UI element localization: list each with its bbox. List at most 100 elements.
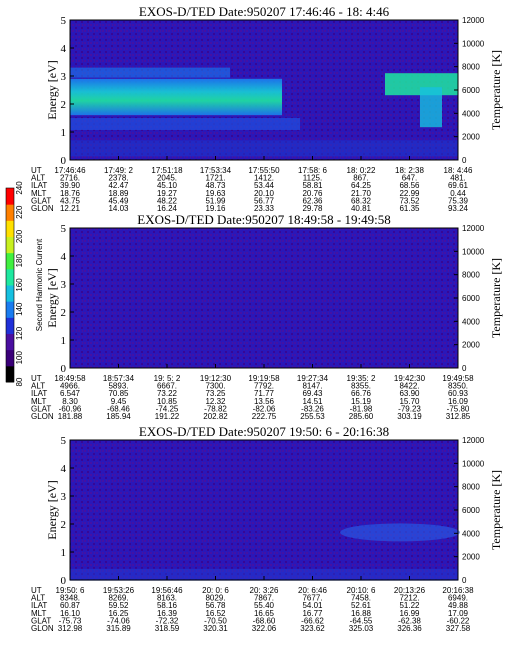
y2-tick-label: 0 — [462, 364, 467, 373]
energy-band-upper — [70, 67, 230, 78]
y-tick-label: 3 — [61, 279, 67, 291]
orbit-value: 75.39 — [448, 196, 469, 205]
orbit-value: 29.78 — [302, 204, 323, 213]
y-tick-label: 3 — [61, 71, 67, 83]
orbit-value: 326.36 — [397, 624, 422, 633]
orbit-row-label: ALT — [31, 174, 45, 183]
y2-tick-label: 6000 — [462, 506, 480, 515]
orbit-value: 222.75 — [252, 412, 277, 421]
orbit-value: 8350. — [448, 382, 468, 391]
orbit-value: 61.35 — [399, 204, 420, 213]
orbit-value: 19:49:58 — [442, 374, 474, 383]
orbit-value: 0.44 — [450, 189, 466, 198]
orbit-value: 10.85 — [157, 397, 178, 406]
orbit-value: 2378. — [108, 174, 128, 183]
orbit-value: 7212. — [399, 594, 419, 603]
orbit-value: 19.27 — [157, 189, 178, 198]
orbit-value: 43.75 — [60, 196, 81, 205]
orbit-row-label: UT — [31, 166, 42, 175]
orbit-value: 54.01 — [302, 601, 323, 610]
colorbar-segment — [6, 317, 14, 334]
orbit-value: 8355. — [351, 382, 371, 391]
orbit-value: 14.03 — [108, 204, 129, 213]
orbit-row-label: GLON — [31, 412, 54, 421]
orbit-value: 45.49 — [108, 196, 129, 205]
orbit-row-label: GLAT — [31, 196, 51, 205]
colorbar-tick-label: 220 — [15, 205, 24, 219]
colorbar-label: Second Harmonic Current — [35, 238, 44, 331]
orbit-value: 20:16:38 — [442, 586, 474, 595]
orbit-value: 18: 0:22 — [347, 166, 376, 175]
orbit-value: 2716. — [60, 174, 80, 183]
colorbar-segment — [6, 268, 14, 286]
y-tick-label: 4 — [61, 463, 67, 475]
orbit-value: 60.87 — [60, 601, 81, 610]
orbit-value: 15.19 — [351, 397, 372, 406]
orbit-value: 191.22 — [155, 412, 180, 421]
chart-panel-3: EXOS-D/TED Date:950207 19:50: 6 - 20:16:… — [31, 424, 503, 633]
orbit-value: 647. — [402, 174, 418, 183]
energy-band-early — [70, 78, 282, 116]
orbit-value: 1125. — [303, 174, 322, 183]
colorbar-tick-label: 180 — [15, 254, 24, 268]
orbit-value: 48.22 — [157, 196, 178, 205]
orbit-value: 19.63 — [205, 189, 226, 198]
orbit-value: 16.52 — [205, 609, 226, 618]
orbit-value: 52.61 — [351, 601, 372, 610]
y2-tick-label: 4000 — [462, 317, 480, 326]
spectrogram-background — [70, 228, 458, 368]
orbit-value: 68.32 — [351, 196, 372, 205]
orbit-row-label: ALT — [31, 594, 45, 603]
orbit-row-label: ILAT — [31, 601, 47, 610]
y-axis-label: Energy [eV] — [45, 60, 59, 119]
orbit-value: 19:50: 6 — [56, 586, 85, 595]
orbit-value: 16.24 — [157, 204, 178, 213]
orbit-value: -66.62 — [301, 616, 324, 625]
orbit-value: 6667. — [157, 382, 177, 391]
orbit-value: 7458. — [351, 594, 371, 603]
colorbar-tick-label: 240 — [15, 181, 24, 195]
orbit-value: 58.81 — [302, 181, 323, 190]
orbit-value: 66.76 — [351, 389, 372, 398]
orbit-value: 16.39 — [157, 609, 178, 618]
orbit-value: -74.25 — [156, 404, 179, 413]
y2-axis-label: Temperature [K] — [489, 258, 503, 338]
orbit-value: 73.52 — [399, 196, 420, 205]
orbit-value: 49.88 — [448, 601, 469, 610]
orbit-value: 12.21 — [60, 204, 81, 213]
orbit-value: 73.25 — [205, 389, 226, 398]
orbit-value: 18.76 — [60, 189, 81, 198]
orbit-value: 7867. — [254, 594, 274, 603]
orbit-value: 8269. — [108, 594, 128, 603]
orbit-value: 8029. — [205, 594, 225, 603]
orbit-value: 7677. — [302, 594, 322, 603]
orbit-value: 69.43 — [302, 389, 323, 398]
chart-panel-1: EXOS-D/TED Date:950207 17:46:46 - 18: 4:… — [31, 4, 503, 213]
y-tick-label: 0 — [61, 363, 67, 375]
orbit-value: 20.10 — [254, 189, 275, 198]
orbit-value: 13.56 — [254, 397, 275, 406]
orbit-value: 12.32 — [205, 397, 226, 406]
orbit-value: 18.89 — [108, 189, 129, 198]
orbit-value: 62.36 — [302, 196, 323, 205]
orbit-value: 39.90 — [60, 181, 81, 190]
y2-tick-label: 6000 — [462, 294, 480, 303]
orbit-value: 14.51 — [302, 397, 323, 406]
y2-tick-label: 12000 — [462, 16, 485, 25]
orbit-row-label: ILAT — [31, 389, 47, 398]
orbit-row-label: UT — [31, 374, 42, 383]
chart-panel-2: EXOS-D/TED Date:950207 18:49:58 - 19:49:… — [31, 212, 503, 421]
y-tick-label: 2 — [61, 99, 67, 111]
orbit-value: 21.70 — [351, 189, 372, 198]
y-tick-label: 4 — [61, 43, 67, 55]
orbit-value: 19:19:58 — [248, 374, 280, 383]
orbit-value: 6949. — [448, 594, 468, 603]
y-tick-label: 0 — [61, 155, 67, 167]
orbit-value: 71.77 — [254, 389, 275, 398]
orbit-value: 68.56 — [399, 181, 420, 190]
panel-title: EXOS-D/TED Date:950207 18:49:58 - 19:49:… — [137, 212, 390, 227]
orbit-value: 17:46:46 — [54, 166, 86, 175]
orbit-value: 56.77 — [254, 196, 275, 205]
orbit-value: 181.88 — [58, 412, 83, 421]
